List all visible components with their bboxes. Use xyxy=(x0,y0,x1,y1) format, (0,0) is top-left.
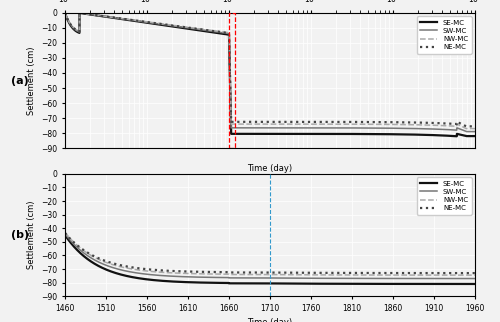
Legend: SE-MC, SW-MC, NW-MC, NE-MC: SE-MC, SW-MC, NW-MC, NE-MC xyxy=(416,177,472,214)
Legend: SE-MC, SW-MC, NW-MC, NE-MC: SE-MC, SW-MC, NW-MC, NE-MC xyxy=(416,16,472,53)
Y-axis label: Settlement (cm): Settlement (cm) xyxy=(26,201,36,269)
Text: Time (day): Time (day) xyxy=(248,164,292,173)
X-axis label: Time (day): Time (day) xyxy=(248,318,292,322)
Text: (a): (a) xyxy=(11,75,29,86)
Text: (b): (b) xyxy=(11,230,29,240)
Y-axis label: Settlement (cm): Settlement (cm) xyxy=(26,46,36,115)
